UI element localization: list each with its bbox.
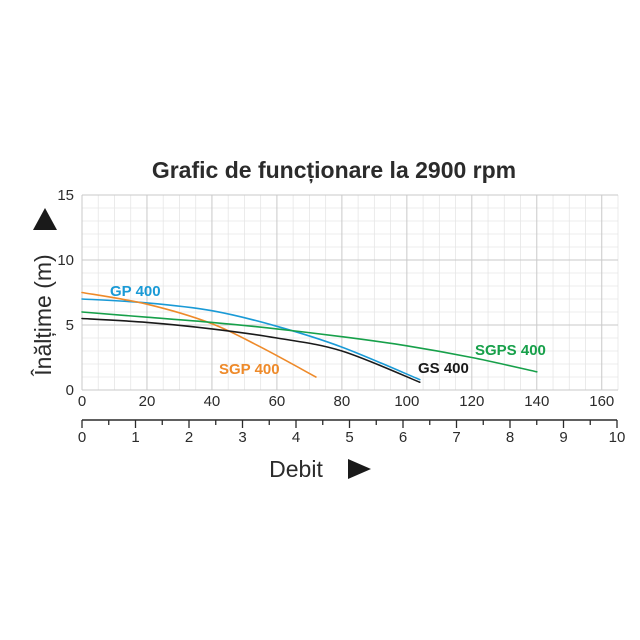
series-line-gs-400 (81, 317, 421, 383)
secondary-x-axis: 0 1 2 3 4 5 6 7 8 9 10 (78, 419, 626, 446)
series-lines (81, 291, 538, 383)
y-axis-tick-labels: 0 5 10 15 (57, 187, 74, 399)
y-axis-arrow-icon (33, 208, 57, 230)
y-tick-label: 10 (57, 252, 74, 269)
x-tick-label: 80 (334, 393, 351, 410)
secondary-tick-label: 5 (345, 429, 353, 446)
x-tick-label: 40 (204, 393, 221, 410)
plot-area (81, 194, 619, 391)
secondary-tick-label: 3 (238, 429, 246, 446)
x-axis-label: Debit (269, 456, 323, 482)
series-label-sgp-400: SGP 400 (219, 361, 280, 378)
x-tick-label: 60 (269, 393, 286, 410)
x-tick-label: 160 (589, 393, 614, 410)
x-axis-tick-labels: 0 20 40 60 80 100 120 140 160 (78, 393, 614, 410)
major-grid (81, 194, 618, 391)
x-axis-label-group: Debit (269, 456, 371, 482)
secondary-tick-label: 7 (452, 429, 460, 446)
y-tick-label: 5 (66, 317, 74, 334)
x-tick-label: 140 (524, 393, 549, 410)
y-axis-label-group: Înălțime (m) (30, 208, 57, 377)
secondary-tick-label: 6 (399, 429, 407, 446)
chart-title: Grafic de funcționare la 2900 rpm (152, 157, 516, 184)
secondary-tick-label: 1 (131, 429, 139, 446)
series-line-sgps-400 (81, 311, 538, 373)
series-label-gs-400: GS 400 (418, 360, 469, 377)
y-tick-label: 0 (66, 382, 74, 399)
secondary-tick-label: 10 (609, 429, 626, 446)
plot-background (82, 195, 618, 390)
secondary-axis-ticks: 0 1 2 3 4 5 6 7 8 9 10 (78, 420, 626, 446)
x-tick-label: 120 (459, 393, 484, 410)
series-line-sgp-400 (81, 291, 317, 378)
x-tick-label: 0 (78, 393, 86, 410)
x-axis-arrow-icon (348, 459, 371, 479)
series-label-sgps-400: SGPS 400 (475, 342, 546, 359)
secondary-tick-label: 4 (292, 429, 300, 446)
x-tick-label: 20 (139, 393, 156, 410)
secondary-tick-label: 0 (78, 429, 86, 446)
y-axis-label: Înălțime (m) (30, 254, 56, 376)
secondary-tick-label: 8 (506, 429, 514, 446)
secondary-tick-label: 2 (185, 429, 193, 446)
series-label-gp-400: GP 400 (110, 283, 161, 300)
y-tick-label: 15 (57, 187, 74, 204)
minor-grid (82, 195, 619, 390)
series-labels: GP 400 SGP 400 GS 400 SGPS 400 (110, 283, 546, 378)
secondary-tick-label: 9 (559, 429, 567, 446)
x-tick-label: 100 (394, 393, 419, 410)
